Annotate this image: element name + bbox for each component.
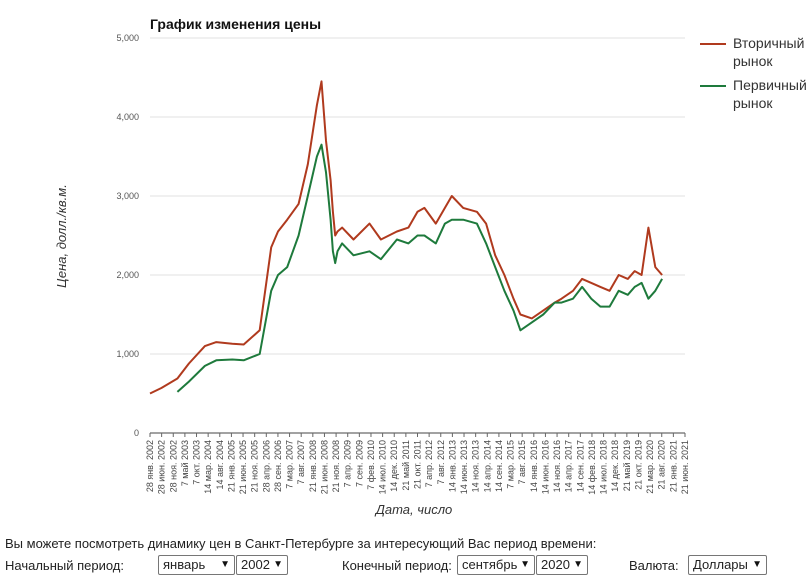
x-tick-label: 21 окт. 2019 [633, 440, 643, 490]
series-lines [149, 80, 663, 395]
chart-title: График изменения цены [150, 16, 321, 32]
x-tick-label: 14 фев. 2018 [587, 440, 597, 495]
currency-label: Валюта: [629, 558, 679, 573]
start-period-label: Начальный период: [5, 558, 124, 573]
x-tick-label: 21 янв. 2008 [308, 440, 318, 492]
x-tick-label: 14 сен. 2017 [575, 440, 585, 492]
y-tick-label: 2,000 [116, 270, 139, 280]
x-tick-label: 28 сен. 2006 [273, 440, 283, 492]
x-tick-label: 7 май 2003 [180, 440, 190, 486]
y-tick-labels: 0 1,000 2,000 3,000 4,000 5,000 [116, 33, 139, 438]
series-line [149, 80, 663, 395]
x-tick-label: 21 июн. 2008 [319, 440, 329, 494]
legend: Вторичный рынок Первичный рынок [700, 35, 807, 111]
x-tick-label: 21 май 2019 [622, 440, 632, 491]
x-tick-label: 21 авг. 2020 [657, 440, 667, 490]
period-row: Начальный период: январь ▼ 2002 ▼ Конечн… [0, 554, 812, 578]
x-tick-label: 14 ноя. 2013 [471, 440, 481, 492]
y-tick-label: 3,000 [116, 191, 139, 201]
legend-label: Первичный рынок [733, 77, 807, 111]
x-tick-label: 7 мар. 2007 [285, 440, 295, 489]
x-tick-label: 21 янв. 2021 [668, 440, 678, 492]
x-tick-label: 21 июн. 2005 [238, 440, 248, 494]
legend-label: Вторичный рынок [733, 35, 804, 69]
x-tick-label: 21 мар. 2020 [645, 440, 655, 494]
x-tick-label: 14 апр. 2014 [482, 440, 492, 492]
y-axis-title: Цена, долл./кв.м. [54, 184, 69, 288]
x-tick-label: 14 апр. 2017 [564, 440, 574, 492]
x-tick-labels: 28 янв. 2002 28 июн. 2002 28 ноя. 2002 7 ма… [145, 433, 690, 495]
chevron-down-icon: ▼ [273, 559, 283, 570]
x-tick-label: 7 авг. 2007 [296, 440, 306, 485]
start-year-select[interactable]: 2002 ▼ [236, 555, 288, 575]
start-year-value: 2002 [241, 557, 270, 572]
x-tick-label: 7 фев. 2010 [366, 440, 376, 490]
x-tick-label: 14 июн. 2013 [459, 440, 469, 494]
x-tick-label: 28 апр. 2006 [261, 440, 271, 492]
y-tick-label: 1,000 [116, 349, 139, 359]
x-tick-label: 28 июн. 2002 [157, 440, 167, 494]
x-tick-label: 7 авг. 2015 [517, 440, 527, 485]
x-tick-label: 7 апр. 2009 [343, 440, 353, 487]
price-chart: 0 1,000 2,000 3,000 4,000 5,000 28 янв. 2002 2… [54, 16, 807, 517]
period-controls: Вы можете посмотреть динамику цен в Санк… [0, 532, 812, 582]
x-tick-label: 14 дек. 2010 [389, 440, 399, 492]
x-tick-label: 28 янв. 2002 [145, 440, 155, 492]
start-month-value: январь [163, 557, 206, 572]
currency-value: Доллары [693, 557, 748, 572]
x-tick-label: 21 май 2011 [401, 440, 411, 491]
chevron-down-icon: ▼ [573, 559, 583, 570]
x-tick-label: 14 июн. 2016 [540, 440, 550, 494]
x-tick-label: 7 сен. 2009 [354, 440, 364, 487]
x-tick-label: 21 ноя. 2008 [331, 440, 341, 492]
y-tick-label: 0 [134, 428, 139, 438]
x-tick-label: 7 авг. 2012 [436, 440, 446, 485]
x-tick-label: 7 апр. 2012 [424, 440, 434, 487]
x-tick-label: 14 июл. 2018 [599, 440, 609, 494]
chevron-down-icon: ▼ [220, 559, 230, 570]
currency-select[interactable]: Доллары ▼ [688, 555, 767, 575]
x-tick-label: 7 мар. 2015 [506, 440, 516, 489]
end-year-select[interactable]: 2020 ▼ [536, 555, 588, 575]
x-tick-label: 21 окт. 2011 [413, 440, 423, 489]
x-tick-label: 28 ноя. 2002 [168, 440, 178, 492]
end-period-label: Конечный период: [342, 558, 452, 573]
x-tick-label: 21 июн. 2021 [680, 440, 690, 494]
y-tick-label: 4,000 [116, 112, 139, 122]
x-axis-title: Дата, число [374, 502, 453, 517]
x-tick-label: 14 мар. 2004 [203, 440, 213, 494]
x-tick-label: 14 ноя. 2016 [552, 440, 562, 492]
end-year-value: 2020 [541, 557, 570, 572]
x-tick-label: 21 янв. 2005 [226, 440, 236, 492]
end-month-select[interactable]: сентябрь ▼ [457, 555, 535, 575]
x-tick-label: 14 авг. 2004 [215, 440, 225, 490]
x-tick-label: 14 янв. 2016 [529, 440, 539, 492]
chevron-down-icon: ▼ [520, 559, 530, 570]
x-tick-label: 14 сен. 2014 [494, 440, 504, 492]
x-tick-label: 21 ноя. 2005 [250, 440, 260, 492]
x-tick-label: 14 дек. 2018 [610, 440, 620, 492]
x-tick-label: 14 июл. 2010 [378, 440, 388, 494]
x-tick-label: 14 янв. 2013 [447, 440, 457, 492]
chevron-down-icon: ▼ [752, 559, 762, 570]
x-tick-label: 7 окт. 2003 [192, 440, 202, 485]
series-line [176, 143, 663, 393]
start-month-select[interactable]: январь ▼ [158, 555, 235, 575]
period-description: Вы можете посмотреть динамику цен в Санк… [5, 536, 597, 551]
y-tick-label: 5,000 [116, 33, 139, 43]
end-month-value: сентябрь [462, 557, 518, 572]
